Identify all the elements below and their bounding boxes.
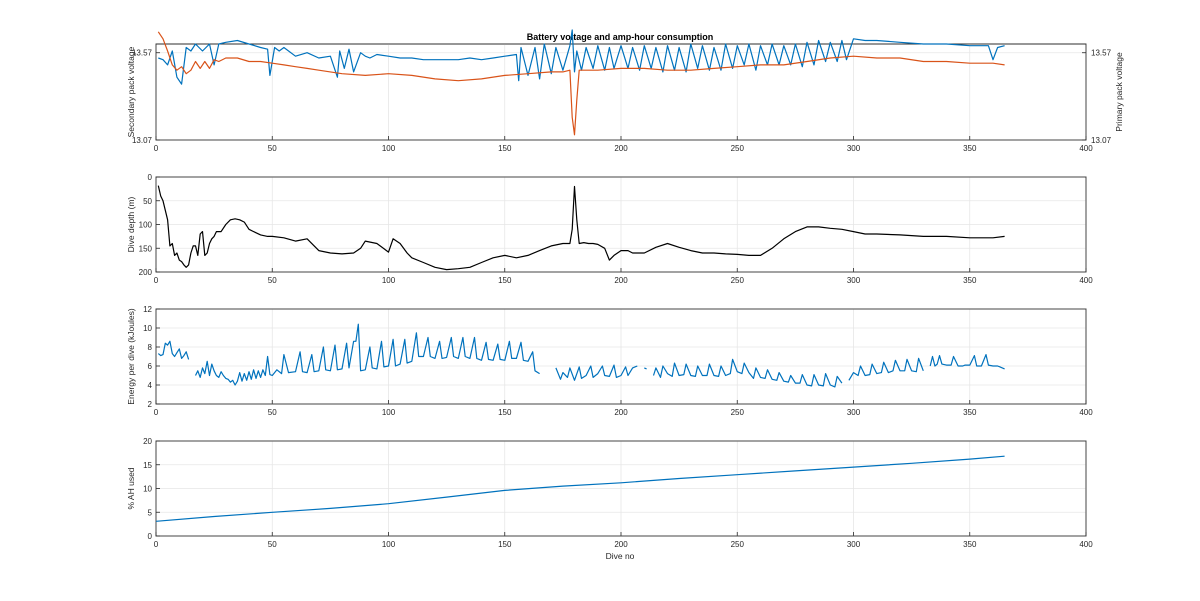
series-line-1-seg-1 [157,340,190,360]
y-axis-label: Secondary pack voltage [126,46,136,137]
x-axis-label: Dive no [606,551,635,561]
series-line-1-seg-5 [652,358,843,388]
x-tick-label: 0 [154,408,159,417]
x-tick-label: 50 [268,276,277,285]
x-tick-label: 150 [498,276,512,285]
series-line-1 [158,29,1005,85]
x-tick-label: 300 [847,276,861,285]
series-line-1-seg-7 [929,354,1005,370]
y-tick-label: 13.57 [132,49,153,58]
x-tick-label: 0 [154,144,159,153]
y-tick-label: 150 [139,244,153,253]
x-tick-label: 400 [1079,144,1093,153]
y-right-tick-label: 13.07 [1091,136,1112,145]
y-tick-label: 0 [148,173,153,182]
y-tick-label: 2 [148,400,153,409]
y-tick-label: 8 [148,343,153,352]
chart-panel-1: 0 50 100 150 200 250 300 350 40013.0713.5713.071… [126,29,1124,153]
y-tick-label: 50 [143,197,152,206]
y-axis-label: % AH used [126,467,136,509]
y-tick-label: 5 [148,508,153,517]
y-tick-label: 0 [148,532,153,541]
y-tick-label: 6 [148,362,153,371]
x-tick-label: 200 [614,144,628,153]
x-tick-label: 350 [963,144,977,153]
y-tick-label: 20 [143,437,152,446]
series-line-1-seg-3 [555,364,638,381]
y-tick-label: 100 [139,221,153,230]
x-tick-label: 350 [963,408,977,417]
x-tick-label: 300 [847,408,861,417]
x-tick-label: 350 [963,276,977,285]
y-tick-label: 4 [148,381,153,390]
x-tick-label: 50 [268,408,277,417]
y-tick-label: 12 [143,305,152,314]
x-tick-label: 250 [731,144,745,153]
series-line-1-seg-4 [644,367,647,370]
x-tick-label: 0 [154,276,159,285]
chart-title: Battery voltage and amp-hour consumption [527,32,714,42]
x-tick-label: 250 [731,276,745,285]
x-tick-label: 200 [614,408,628,417]
x-tick-label: 200 [614,276,628,285]
plot-frame [155,308,1087,405]
x-tick-label: 250 [731,408,745,417]
x-tick-label: 400 [1079,408,1093,417]
x-tick-label: 100 [382,408,396,417]
chart-panels: 0 50 100 150 200 250 300 350 40013.0713.5713.071… [126,29,1124,549]
y-tick-label: 15 [143,461,152,470]
x-tick-label: 0 [154,540,159,549]
x-tick-label: 350 [963,540,977,549]
y-axis-label: Energy per dive (kJoules) [126,308,136,405]
x-tick-label: 200 [614,540,628,549]
x-tick-label: 300 [847,540,861,549]
y-tick-label: 10 [143,485,152,494]
x-tick-label: 150 [498,408,512,417]
y-tick-label: 10 [143,324,152,333]
x-tick-label: 150 [498,540,512,549]
y-axis-label: Dive depth (m) [126,196,136,252]
plot-frame [155,43,1087,141]
series-line-2 [157,31,1005,136]
x-tick-label: 400 [1079,540,1093,549]
chart-panel-4: 0 50 100 150 200 250 300 350 400 0 5 10 15 20 % AH use… [126,437,1093,549]
y-right-tick-label: 13.57 [1091,49,1112,58]
series-line-1-seg-6 [848,357,924,381]
y-tick-label: 200 [139,268,153,277]
series-line-1 [155,455,1005,522]
y-right-axis-label: Primary pack voltage [1114,52,1124,132]
series-line-1 [157,185,1005,271]
x-tick-label: 50 [268,540,277,549]
series-line-1-seg-2 [194,323,540,386]
x-tick-label: 100 [382,144,396,153]
x-tick-label: 250 [731,540,745,549]
chart-panel-2: 0 50 100 150 200 250 300 350 400 0 50 100 150 200 Dive… [126,173,1093,285]
y-tick-label: 13.07 [132,136,153,145]
x-tick-label: 100 [382,276,396,285]
plot-frame [155,440,1087,537]
x-tick-label: 50 [268,144,277,153]
x-tick-label: 400 [1079,276,1093,285]
plot-frame [155,176,1087,273]
x-tick-label: 100 [382,540,396,549]
x-tick-label: 300 [847,144,861,153]
x-tick-label: 150 [498,144,512,153]
chart-panel-3: 0 50 100 150 200 250 300 350 400 2 4 6 8 10 12 Energy p… [126,305,1093,417]
